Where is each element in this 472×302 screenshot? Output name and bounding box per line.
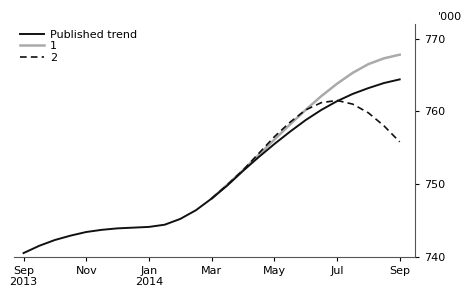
Legend: Published trend, 1, 2: Published trend, 1, 2 — [20, 30, 137, 63]
Text: '000: '000 — [438, 12, 462, 22]
